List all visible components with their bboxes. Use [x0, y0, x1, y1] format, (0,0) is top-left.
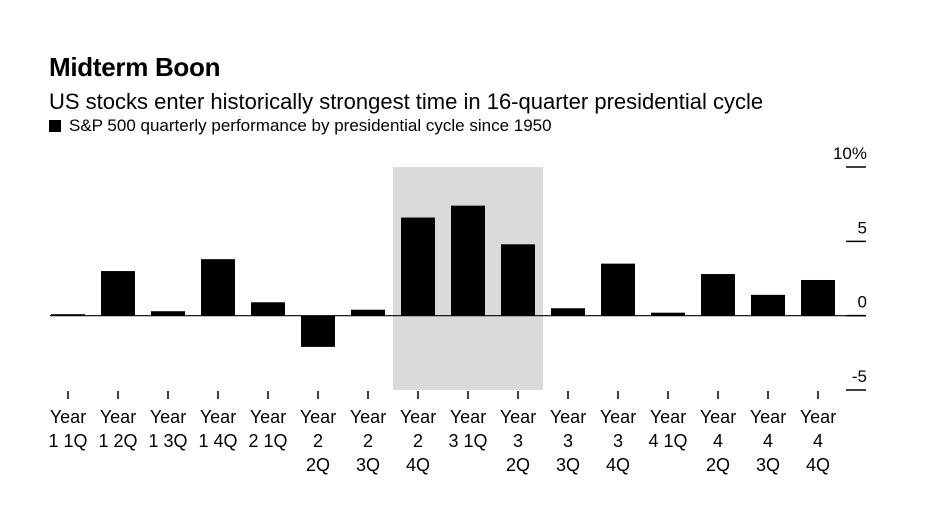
x-tick-label-line: Year — [650, 407, 686, 427]
bar — [601, 263, 635, 316]
bar — [301, 315, 335, 347]
x-tick-label-line: 3 — [613, 431, 623, 451]
bar — [651, 312, 685, 316]
x-tick-label-line: 2Q — [506, 455, 530, 475]
bar — [251, 302, 285, 316]
x-tick-label: Year 4 2Q — [700, 407, 736, 475]
x-tick-label: Year 2 2Q — [300, 407, 336, 475]
x-tick-label-line: Year — [700, 407, 736, 427]
x-tick-label-line: Year — [150, 407, 186, 427]
legend-swatch — [49, 120, 61, 132]
chart-legend: S&P 500 quarterly performance by preside… — [49, 116, 552, 136]
y-tick-label: -5 — [852, 367, 867, 386]
x-tick-label-line: 4Q — [806, 455, 830, 475]
x-tick-label-line: 4Q — [406, 455, 430, 475]
bar — [151, 311, 185, 316]
bar — [101, 271, 135, 316]
x-tick-label-line: Year — [300, 407, 336, 427]
x-tick-label-line: 1 3Q — [148, 431, 187, 451]
y-tick-label: 0 — [858, 293, 867, 312]
x-tick-label-line: 3Q — [756, 455, 780, 475]
x-tick-label-line: 1 4Q — [198, 431, 237, 451]
x-tick-label: Year 3 1Q — [448, 407, 487, 451]
x-tick-label-line: 4Q — [606, 455, 630, 475]
x-tick-label-line: Year — [100, 407, 136, 427]
x-tick-label: Year 1 4Q — [198, 407, 237, 451]
y-tick-label: 5 — [858, 218, 867, 237]
x-tick-label-line: 1 2Q — [98, 431, 137, 451]
x-tick-label: Year 1 2Q — [98, 407, 137, 451]
x-tick-label-line: Year — [200, 407, 236, 427]
x-tick-label: Year 2 1Q — [248, 407, 287, 451]
legend-label: S&P 500 quarterly performance by preside… — [69, 116, 552, 135]
x-tick-label-line: Year — [750, 407, 786, 427]
x-tick-label: Year 4 4Q — [800, 407, 836, 475]
x-tick-label: Year 4 3Q — [750, 407, 786, 475]
bar — [451, 205, 485, 316]
bar — [201, 259, 235, 316]
x-tick-label-line: Year — [250, 407, 286, 427]
x-tick-label-line: Year — [400, 407, 436, 427]
x-tick-label-line: 4 — [763, 431, 773, 451]
chart-title: Midterm Boon — [49, 52, 221, 82]
bar — [701, 274, 735, 316]
x-tick-label-line: Year — [350, 407, 386, 427]
x-tick-label-line: 3 — [563, 431, 573, 451]
bar — [751, 294, 785, 316]
x-tick-label-line: Year — [450, 407, 486, 427]
x-tick-label: Year 3 3Q — [550, 407, 586, 475]
x-tick-label-line: 4 — [813, 431, 823, 451]
x-tick-label-line: 2Q — [706, 455, 730, 475]
x-tick-label-line: Year — [50, 407, 86, 427]
x-tick-label-line: Year — [600, 407, 636, 427]
x-tick-label: Year 2 3Q — [350, 407, 386, 475]
x-tick-label: Year 1 3Q — [148, 407, 187, 451]
bar — [401, 217, 435, 316]
x-tick-label-line: 2 1Q — [248, 431, 287, 451]
x-tick-label: Year 3 4Q — [600, 407, 636, 475]
x-tick-label-line: Year — [550, 407, 586, 427]
x-tick-label-line: 1 1Q — [48, 431, 87, 451]
x-tick-label: Year 2 4Q — [400, 407, 436, 475]
x-tick-label-line: Year — [800, 407, 836, 427]
x-tick-label: Year 1 1Q — [48, 407, 87, 451]
bar — [551, 308, 585, 316]
x-tick-label-line: 2 — [363, 431, 373, 451]
x-tick-label-line: 3Q — [356, 455, 380, 475]
x-tick-label-line: 4 — [713, 431, 723, 451]
x-tick-label-line: 3 1Q — [448, 431, 487, 451]
x-tick-label: Year 3 2Q — [500, 407, 536, 475]
x-tick-label-line: 2 — [313, 431, 323, 451]
bar — [801, 279, 835, 316]
x-tick-label-line: 2 — [413, 431, 423, 451]
x-tick-label-line: 3 — [513, 431, 523, 451]
x-tick-label-line: 4 1Q — [648, 431, 687, 451]
x-tick-label: Year 4 1Q — [648, 407, 687, 451]
y-tick-label: 10% — [833, 144, 867, 163]
x-tick-label-line: Year — [500, 407, 536, 427]
chart-subtitle: US stocks enter historically strongest t… — [49, 89, 764, 114]
x-tick-label-line: 3Q — [556, 455, 580, 475]
bar — [351, 309, 385, 316]
bar — [501, 244, 535, 316]
bar — [51, 314, 85, 316]
x-tick-label-line: 2Q — [306, 455, 330, 475]
